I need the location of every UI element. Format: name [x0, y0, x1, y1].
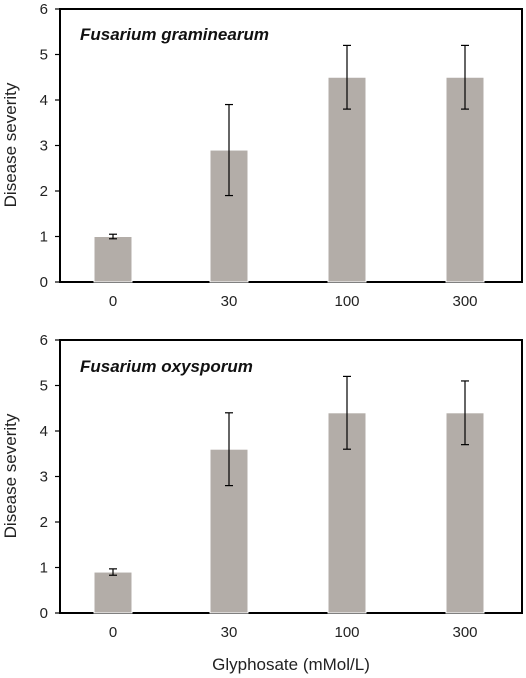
x-tick-label: 30 [221, 624, 238, 641]
y-axis-label: Disease severity [1, 82, 20, 207]
bar-100 [327, 76, 367, 283]
x-tick-label: 100 [334, 624, 359, 641]
y-tick-label: 4 [40, 92, 48, 109]
y-tick-label: 4 [40, 423, 48, 440]
y-tick-label: 0 [40, 274, 48, 291]
x-ticks: 0 30 100 300 [109, 293, 478, 310]
y-tick-label: 3 [40, 138, 48, 155]
y-tick-label: 6 [40, 332, 48, 349]
y-tick-label: 5 [40, 47, 48, 64]
x-tick-label: 0 [109, 624, 117, 641]
x-tick-label: 30 [221, 293, 238, 310]
bar-0 [93, 236, 133, 283]
y-tick-label: 5 [40, 378, 48, 395]
panel-title: Fusarium oxysporum [80, 357, 253, 376]
panel-title: Fusarium graminearum [80, 25, 269, 44]
y-tick-label: 2 [40, 514, 48, 531]
panel-fusarium-graminearum: Fusarium graminearum Disease severity 0 1… [1, 1, 523, 310]
x-axis-label: Glyphosate (mMol/L) [212, 655, 370, 674]
error-bar-30 [225, 412, 233, 487]
x-tick-label: 100 [334, 293, 359, 310]
x-tick-label: 300 [452, 293, 477, 310]
bars [93, 375, 485, 614]
error-bar-30 [225, 103, 233, 197]
y-axis-label: Disease severity [1, 413, 20, 538]
y-tick-label: 2 [40, 183, 48, 200]
error-bar-300 [461, 380, 469, 446]
x-tick-label: 0 [109, 293, 117, 310]
y-tick-label: 1 [40, 560, 48, 577]
y-tick-label: 1 [40, 229, 48, 246]
error-bar-100 [343, 375, 351, 450]
error-bar-300 [461, 44, 469, 110]
bar-100 [327, 412, 367, 614]
bar-0 [93, 571, 133, 614]
y-tick-label: 0 [40, 605, 48, 622]
bars [93, 44, 485, 283]
bar-300 [445, 412, 485, 614]
y-ticks: 0 1 2 3 4 5 6 [40, 332, 60, 622]
panel-fusarium-oxysporum: Fusarium oxysporum Disease severity 0 1 2 3… [1, 332, 523, 674]
y-ticks: 0 1 2 3 4 5 6 [40, 1, 60, 291]
x-ticks: 0 30 100 300 [109, 624, 478, 641]
error-bar-100 [343, 44, 351, 110]
error-bar-0 [109, 568, 117, 576]
bar-300 [445, 76, 485, 283]
y-tick-label: 3 [40, 469, 48, 486]
error-bar-0 [109, 233, 117, 240]
y-tick-label: 6 [40, 1, 48, 18]
x-tick-label: 300 [452, 624, 477, 641]
